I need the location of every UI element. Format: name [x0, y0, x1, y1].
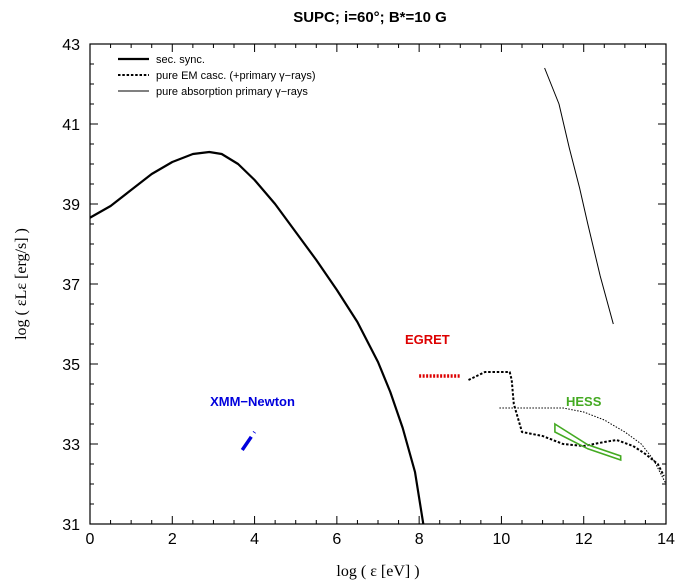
- series-line-0: [90, 150, 425, 524]
- x-tick-label: 14: [657, 531, 675, 548]
- plot-frame: [89, 43, 667, 525]
- xmm-segment: [240, 431, 257, 451]
- x-tick-label: 4: [250, 531, 259, 548]
- x-tick-label: 0: [86, 531, 95, 548]
- x-tick-label: 8: [415, 531, 424, 548]
- y-tick-label: 33: [62, 437, 80, 454]
- series-line-3: [544, 67, 614, 325]
- y-tick-label: 37: [62, 277, 80, 294]
- series-line-1: [468, 371, 665, 477]
- x-tick-label: 10: [493, 531, 511, 548]
- legend-label-1: pure EM casc. (+primary γ−rays): [156, 70, 316, 82]
- y-tick-label: 43: [62, 37, 80, 54]
- legend-label-2: pure absorption primary γ−rays: [156, 86, 308, 98]
- axis-ticks: [89, 43, 667, 525]
- y-tick-label: 35: [62, 357, 80, 374]
- y-axis-label: log ( εLε [erg/s] ): [13, 228, 30, 340]
- y-tick-label: 39: [62, 197, 80, 214]
- x-tick-label: 12: [575, 531, 593, 548]
- observation-label: HESS: [566, 394, 602, 409]
- series-line-2: [499, 407, 666, 485]
- legend: sec. sync. pure EM casc. (+primary γ−rays…: [118, 54, 316, 98]
- observation-label: EGRET: [405, 332, 450, 347]
- x-tick-label: 6: [332, 531, 341, 548]
- x-tick-label: 2: [168, 531, 177, 548]
- observations: XMM−Newton EGRET HESS: [210, 332, 622, 462]
- series-lines: [90, 67, 666, 524]
- observation-label: XMM−Newton: [210, 394, 295, 409]
- legend-label-0: sec. sync.: [156, 54, 205, 66]
- y-tick-label: 41: [62, 117, 80, 134]
- chart-title: SUPC; i=60°; B*=10 G: [293, 9, 447, 26]
- y-tick-label: 31: [62, 517, 80, 534]
- tick-labels: 0 2 4 6 8 10 12 14 31 33 35 37 39 41 43: [62, 37, 675, 548]
- hess-butterfly: [554, 422, 622, 462]
- x-axis-label: log ( ε [eV] ): [336, 563, 419, 580]
